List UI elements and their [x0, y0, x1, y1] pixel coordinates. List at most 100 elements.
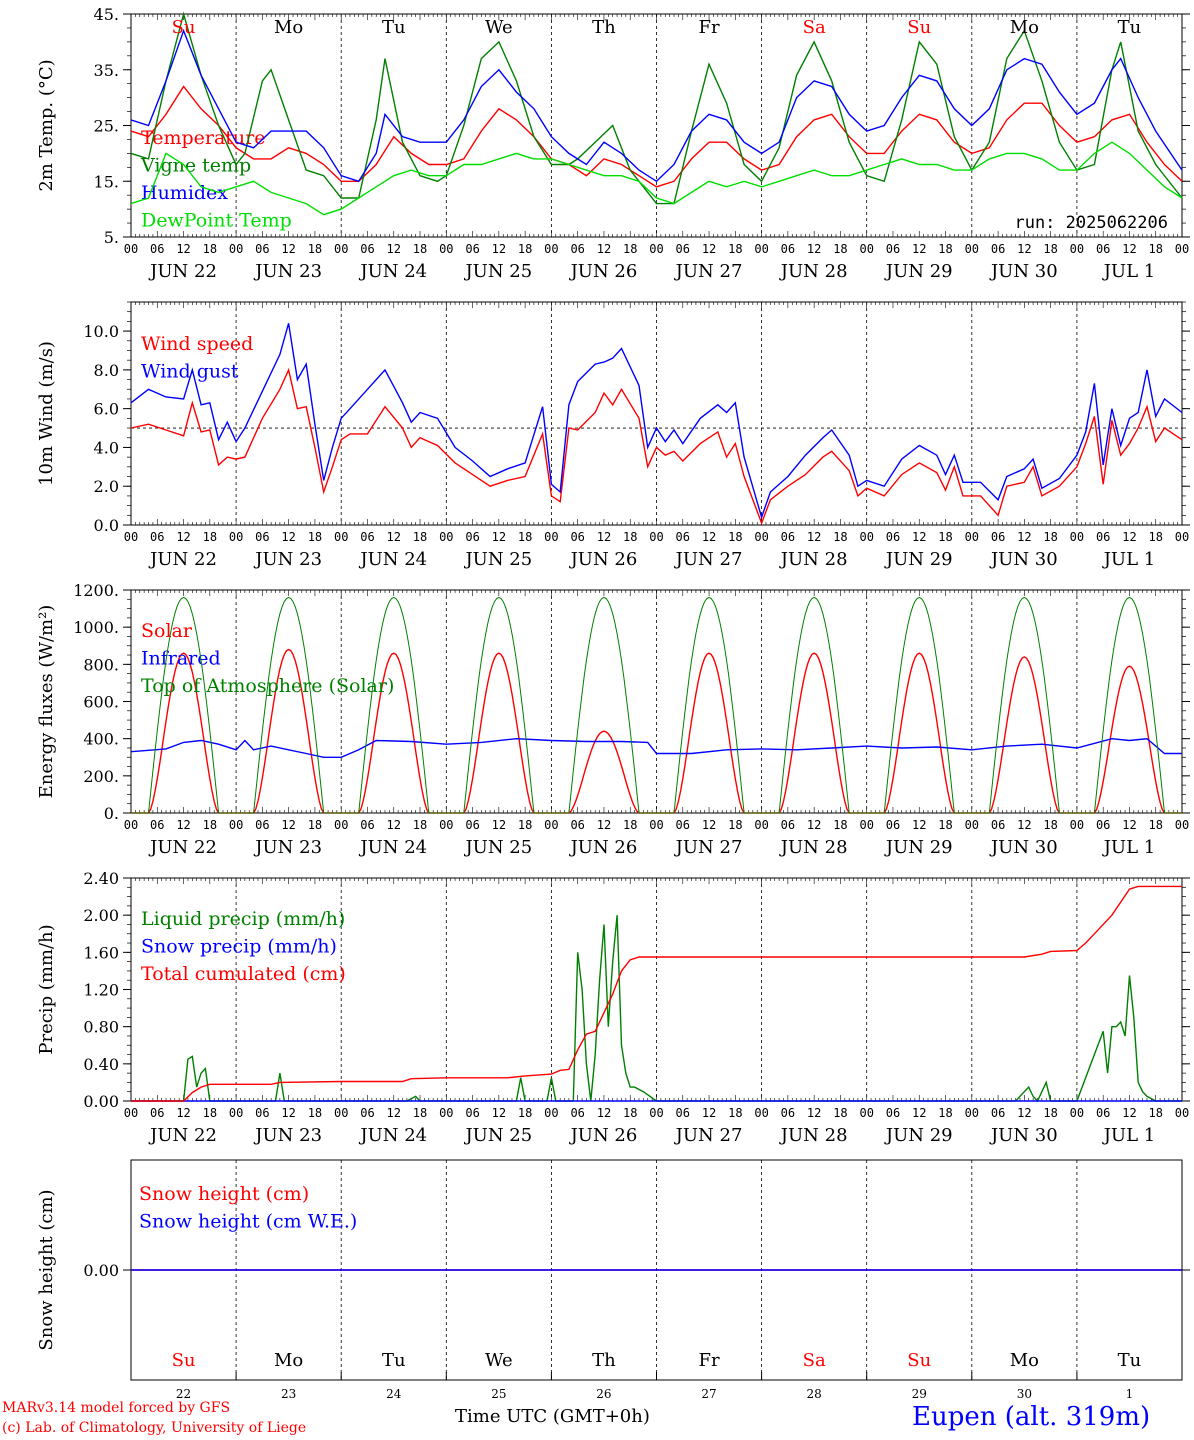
location-label: Eupen (alt. 319m)	[912, 1402, 1151, 1432]
x-hour-label: 18	[833, 818, 847, 832]
x-hour-label: 18	[623, 242, 637, 256]
x-hour-label: 06	[676, 818, 690, 832]
y-tick-label: 5.	[104, 228, 119, 247]
y-tick-label: 8.0	[94, 361, 119, 380]
x-date-label: JUN 25	[463, 261, 532, 282]
x-hour-label: 12	[1017, 530, 1031, 544]
x-date-label: JUN 30	[989, 549, 1058, 570]
x-hour-label: 12	[281, 530, 295, 544]
day-abbr-label: Su	[907, 1350, 931, 1371]
x-hour-label: 00	[1175, 530, 1189, 544]
x-hour-label: 00	[859, 818, 873, 832]
x-hour-label: 00	[544, 530, 558, 544]
x-hour-label: 18	[938, 818, 952, 832]
x-hour-label: 06	[991, 818, 1005, 832]
day-number-label: 23	[281, 1387, 296, 1401]
y-tick-label: 1.60	[83, 943, 119, 962]
x-date-label: JUL 1	[1102, 1125, 1156, 1146]
x-date-label: JUN 26	[569, 549, 638, 570]
x-hour-label: 00	[439, 242, 453, 256]
x-date-label: JUN 30	[989, 1125, 1058, 1146]
day-abbr-label: Mo	[1010, 1350, 1039, 1371]
x-hour-label: 00	[334, 1106, 348, 1120]
x-hour-label: 18	[938, 530, 952, 544]
series-line	[130, 141, 1183, 216]
x-hour-label: 06	[255, 530, 269, 544]
series-line	[131, 596, 1182, 814]
x-hour-label: 00	[229, 242, 243, 256]
x-date-label: JUN 26	[569, 261, 638, 282]
x-hour-label: 12	[387, 242, 401, 256]
day-abbr-label: Tu	[1118, 17, 1142, 38]
x-hour-label: 18	[1043, 242, 1057, 256]
x-hour-label: 12	[807, 530, 821, 544]
series-line	[130, 323, 1183, 520]
series-line	[130, 737, 1182, 758]
x-date-label: JUN 27	[674, 837, 743, 858]
x-hour-label: 18	[623, 1106, 637, 1120]
x-date-label: JUN 28	[779, 549, 848, 570]
x-hour-label: 18	[833, 1106, 847, 1120]
day-number-label: 22	[176, 1387, 191, 1401]
x-hour-label: 12	[807, 818, 821, 832]
x-hour-label: 00	[754, 1106, 768, 1120]
x-hour-label: 00	[754, 818, 768, 832]
x-hour-label: 18	[1148, 818, 1162, 832]
x-hour-label: 06	[781, 242, 795, 256]
legend-entry: Liquid precip (mm/h)	[141, 908, 345, 930]
x-hour-label: 00	[544, 818, 558, 832]
x-date-label: JUN 22	[148, 261, 217, 282]
x-hour-label: 12	[702, 242, 716, 256]
day-number-label: 29	[912, 1387, 927, 1401]
x-hour-label: 00	[229, 1106, 243, 1120]
x-hour-label: 18	[518, 530, 532, 544]
day-abbr-label: We	[485, 1350, 513, 1371]
x-hour-label: 12	[492, 530, 506, 544]
x-hour-label: 06	[255, 242, 269, 256]
x-hour-label: 18	[1148, 530, 1162, 544]
x-hour-label: 00	[439, 1106, 453, 1120]
y-tick-label: 35.	[94, 61, 119, 80]
x-hour-label: 12	[1122, 1106, 1136, 1120]
x-date-label: JUN 25	[463, 837, 532, 858]
x-hour-label: 00	[754, 242, 768, 256]
x-date-label: JUN 29	[884, 261, 953, 282]
x-hour-label: 00	[859, 242, 873, 256]
day-abbr-label: Mo	[274, 1350, 303, 1371]
y-tick-label: 2.40	[83, 869, 119, 888]
x-hour-label: 06	[1096, 242, 1110, 256]
x-hour-label: 06	[570, 818, 584, 832]
x-date-label: JUN 23	[253, 1125, 322, 1146]
x-hour-label: 18	[308, 242, 322, 256]
x-hour-label: 12	[912, 1106, 926, 1120]
x-hour-label: 00	[1175, 242, 1189, 256]
y-tick-label: 25.	[94, 117, 119, 136]
x-hour-label: 18	[413, 1106, 427, 1120]
x-hour-label: 18	[308, 530, 322, 544]
x-hour-label: 18	[833, 530, 847, 544]
x-hour-label: 12	[1122, 242, 1136, 256]
x-hour-label: 00	[439, 530, 453, 544]
y-tick-label: 0.80	[83, 1018, 119, 1037]
legend-entry: Snow height (cm)	[139, 1183, 309, 1205]
panel-frame	[130, 301, 1183, 526]
x-hour-label: 12	[597, 818, 611, 832]
x-hour-label: 12	[597, 530, 611, 544]
day-abbr-label: Su	[907, 17, 931, 38]
x-date-label: JUN 28	[779, 1125, 848, 1146]
x-hour-label: 06	[781, 1106, 795, 1120]
x-hour-label: 00	[334, 242, 348, 256]
series-line	[130, 28, 1183, 183]
x-hour-label: 18	[938, 1106, 952, 1120]
day-number-label: 25	[491, 1387, 506, 1401]
x-hour-label: 18	[833, 242, 847, 256]
x-hour-label: 06	[150, 1106, 164, 1120]
day-abbr-label: Mo	[274, 17, 303, 38]
x-hour-label: 00	[965, 530, 979, 544]
x-hour-label: 00	[859, 530, 873, 544]
x-hour-label: 12	[176, 530, 190, 544]
x-hour-label: 06	[676, 242, 690, 256]
x-hour-label: 18	[1148, 1106, 1162, 1120]
legend-entry: Wind speed	[141, 333, 253, 355]
x-hour-label: 18	[413, 242, 427, 256]
